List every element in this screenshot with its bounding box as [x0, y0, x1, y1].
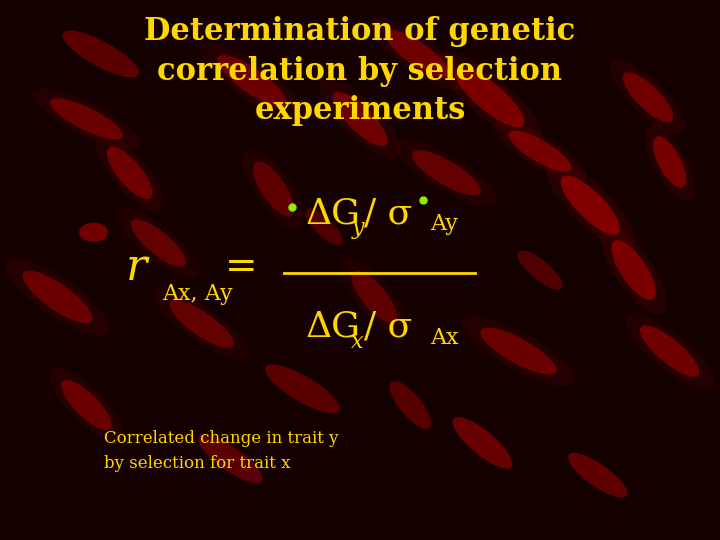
Ellipse shape	[438, 52, 541, 142]
Ellipse shape	[96, 133, 163, 212]
Ellipse shape	[49, 368, 124, 442]
Ellipse shape	[369, 18, 466, 90]
Ellipse shape	[645, 124, 694, 200]
Ellipse shape	[79, 223, 108, 242]
Ellipse shape	[319, 78, 401, 160]
Ellipse shape	[480, 328, 557, 374]
Ellipse shape	[23, 271, 92, 323]
Ellipse shape	[625, 313, 714, 389]
Ellipse shape	[253, 162, 294, 216]
Text: Ax, Ay: Ax, Ay	[162, 284, 233, 305]
Text: ΔG: ΔG	[306, 310, 361, 343]
Ellipse shape	[600, 226, 667, 314]
Text: ΔG: ΔG	[306, 197, 361, 230]
Text: Correlated change in trait y
by selection for trait x: Correlated change in trait y by selectio…	[104, 430, 339, 472]
Text: Ay: Ay	[431, 213, 459, 235]
Ellipse shape	[198, 435, 263, 483]
Ellipse shape	[455, 68, 524, 127]
Text: Ax: Ax	[431, 327, 459, 348]
Ellipse shape	[568, 453, 627, 497]
Ellipse shape	[390, 381, 431, 429]
Ellipse shape	[623, 72, 673, 122]
Text: / σ: / σ	[364, 310, 412, 343]
Text: Determination of genetic
correlation by selection
experiments: Determination of genetic correlation by …	[145, 16, 575, 126]
Ellipse shape	[6, 258, 109, 336]
Ellipse shape	[395, 139, 498, 206]
Ellipse shape	[385, 30, 450, 78]
Ellipse shape	[169, 300, 234, 348]
Ellipse shape	[351, 271, 397, 323]
Ellipse shape	[412, 151, 481, 195]
Ellipse shape	[611, 240, 656, 300]
Ellipse shape	[217, 55, 287, 107]
Ellipse shape	[32, 88, 141, 150]
Ellipse shape	[243, 148, 305, 230]
Ellipse shape	[653, 137, 686, 187]
Ellipse shape	[131, 219, 186, 267]
Ellipse shape	[61, 380, 112, 430]
Ellipse shape	[50, 98, 122, 139]
Ellipse shape	[453, 417, 512, 469]
Text: / σ: / σ	[364, 197, 412, 230]
Ellipse shape	[117, 207, 199, 279]
Ellipse shape	[153, 288, 250, 360]
Text: y: y	[351, 218, 364, 239]
Ellipse shape	[518, 251, 562, 289]
Ellipse shape	[200, 42, 304, 120]
Ellipse shape	[265, 364, 340, 413]
Ellipse shape	[107, 147, 153, 199]
Ellipse shape	[305, 208, 343, 245]
Text: x: x	[351, 331, 364, 353]
Ellipse shape	[492, 120, 588, 182]
Text: r: r	[126, 246, 148, 289]
Ellipse shape	[611, 60, 685, 134]
Ellipse shape	[341, 258, 408, 336]
Ellipse shape	[333, 92, 387, 146]
Ellipse shape	[561, 176, 620, 235]
Ellipse shape	[640, 325, 699, 377]
Ellipse shape	[63, 31, 139, 77]
Ellipse shape	[508, 131, 572, 172]
Text: =: =	[225, 249, 258, 286]
Ellipse shape	[462, 316, 575, 386]
Ellipse shape	[546, 161, 635, 249]
